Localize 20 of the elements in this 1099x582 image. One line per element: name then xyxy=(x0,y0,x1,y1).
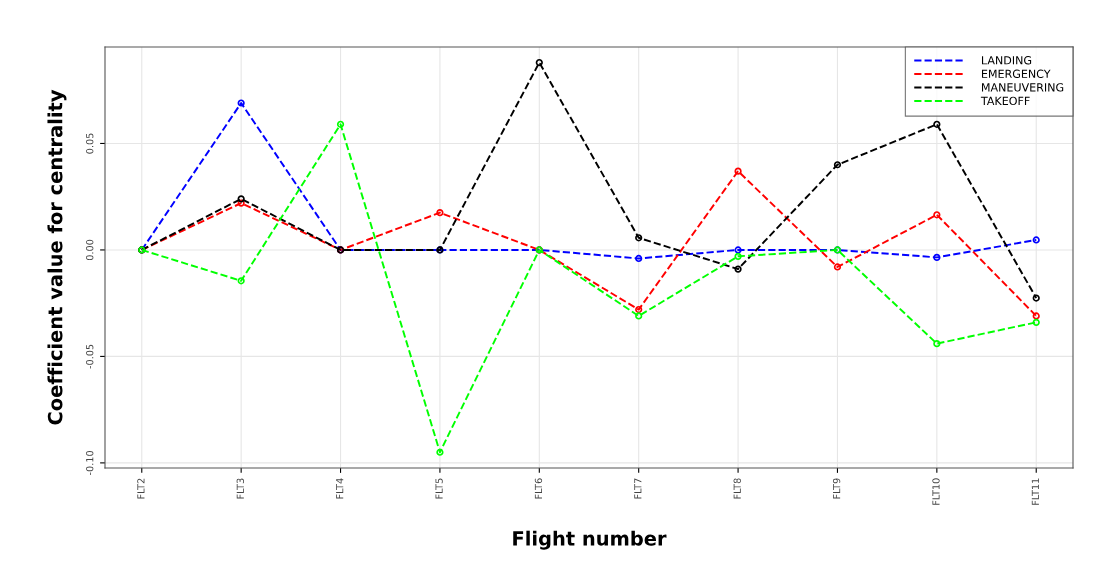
x-tick-label: FLT8 xyxy=(733,478,741,499)
y-tick-label: 0.05 xyxy=(86,133,94,154)
x-tick-label: FLT2 xyxy=(137,478,145,499)
x-tick-label: FLT9 xyxy=(832,478,841,499)
y-axis-title: Coefficient value for centrality xyxy=(47,89,67,425)
y-tick-label: -0.10 xyxy=(86,450,94,475)
legend-label: TAKEOFF xyxy=(980,96,1030,106)
legend-label: EMERGENCY xyxy=(982,69,1051,79)
x-tick-label: FLT7 xyxy=(634,478,642,499)
x-tick-label: FLT10 xyxy=(932,478,940,505)
x-tick-label: FLT11 xyxy=(1031,478,1039,505)
x-tick-label: FLT6 xyxy=(534,478,543,499)
x-tick-label: FLT4 xyxy=(336,478,344,499)
x-tick-label: FLT5 xyxy=(435,478,443,499)
x-axis-title: Flight number xyxy=(513,530,667,550)
legend-label: MANEUVERING xyxy=(982,83,1064,92)
y-tick-label: 0.00 xyxy=(86,239,94,261)
legend-label: LANDING xyxy=(982,56,1032,65)
x-tick-label: FLT3 xyxy=(236,478,244,499)
y-tick-label: -0.05 xyxy=(86,344,94,369)
